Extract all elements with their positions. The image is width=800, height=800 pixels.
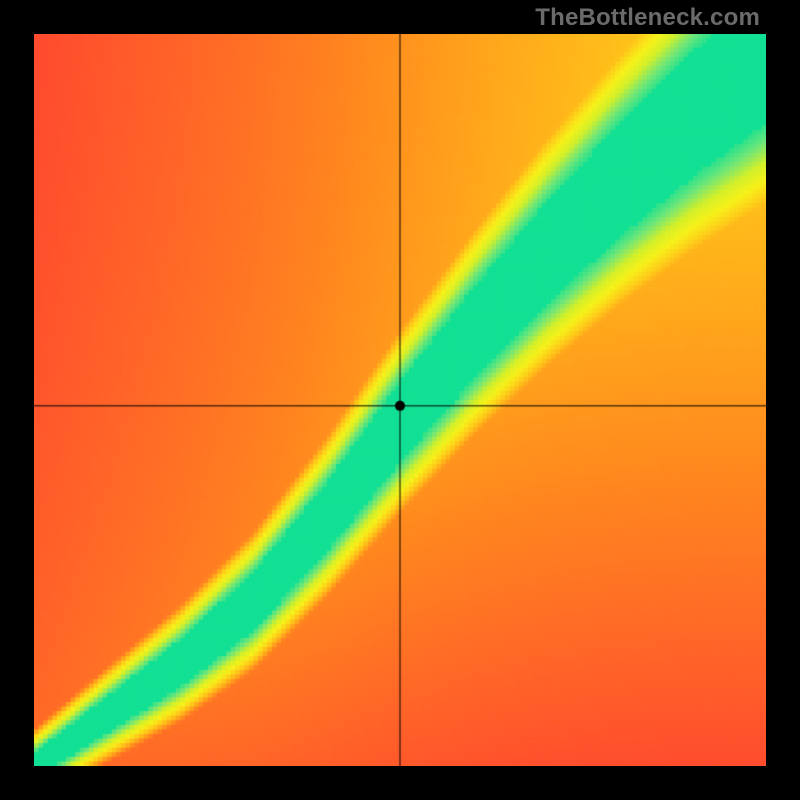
heatmap-plot — [34, 34, 766, 766]
watermark-text: TheBottleneck.com — [535, 4, 760, 32]
